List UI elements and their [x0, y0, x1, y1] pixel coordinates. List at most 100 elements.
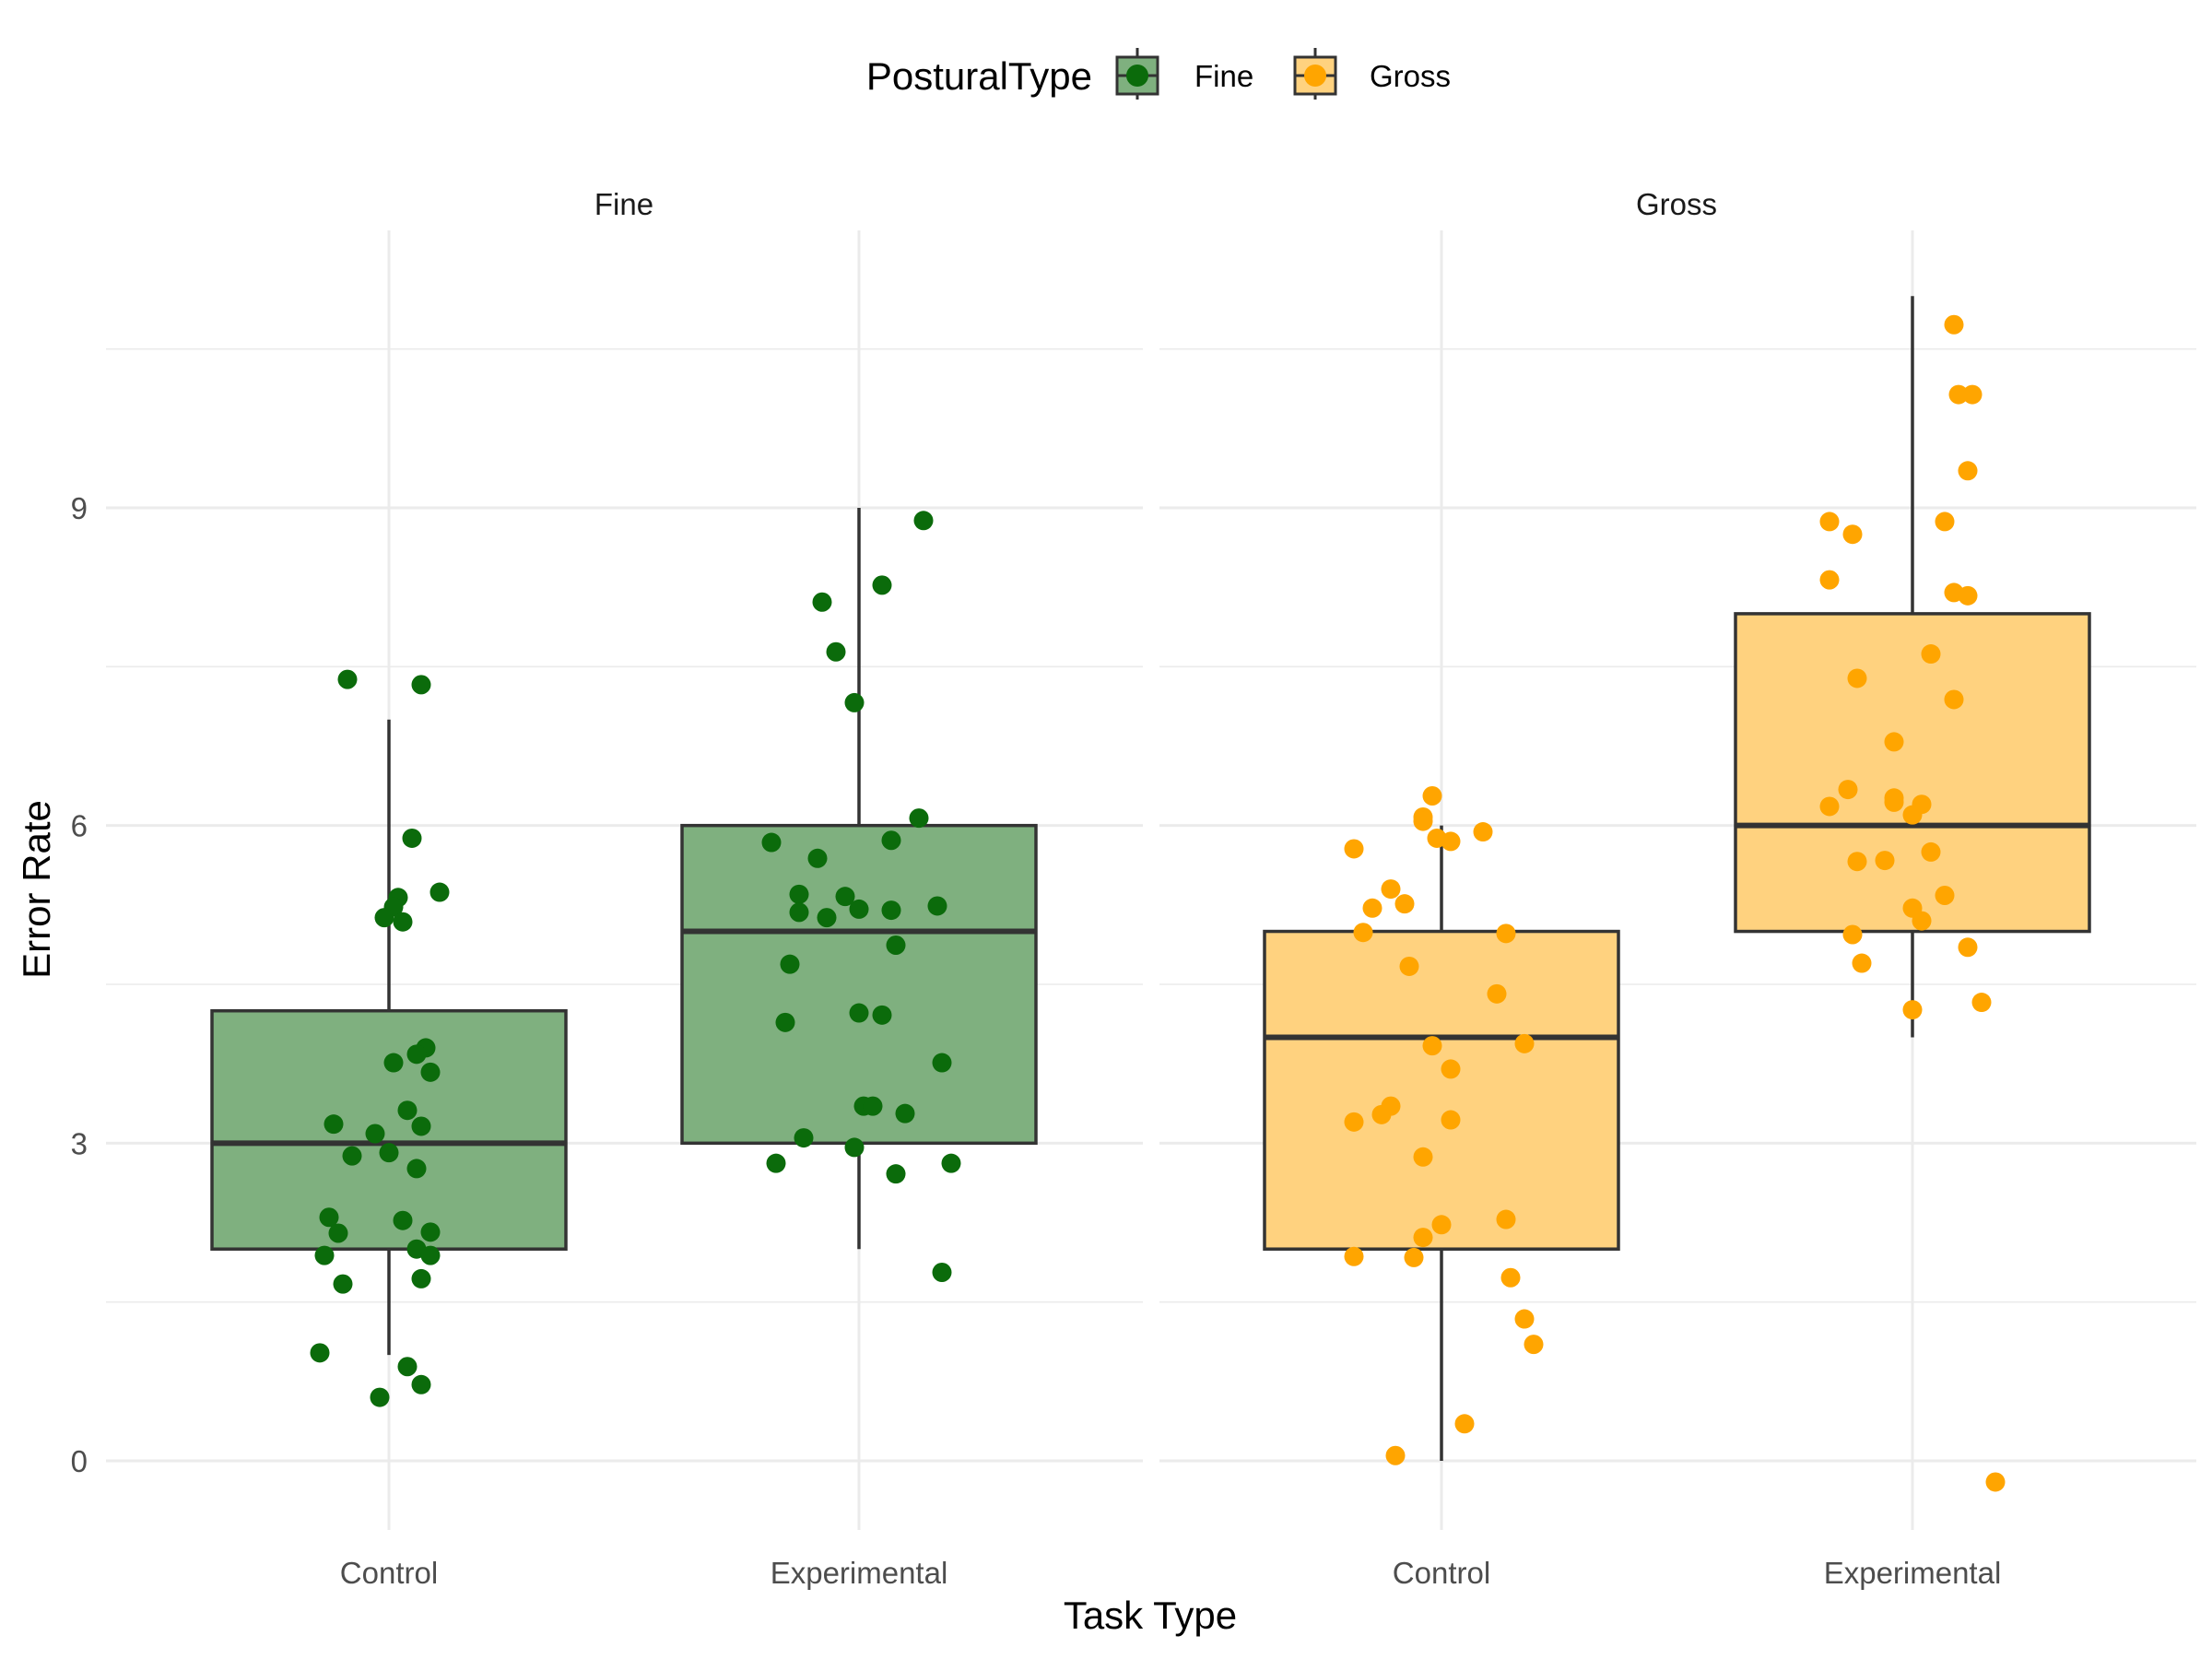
- boxes: [210, 296, 2091, 1461]
- data-point: [872, 575, 892, 595]
- data-point: [913, 511, 934, 531]
- data-point: [1500, 1267, 1521, 1288]
- data-point: [1902, 805, 1923, 825]
- data-point: [1441, 831, 1461, 852]
- data-point: [812, 592, 832, 612]
- data-point: [835, 887, 855, 907]
- data-point: [1496, 1209, 1516, 1230]
- data-point: [1884, 732, 1904, 752]
- gridlines: [106, 230, 2196, 1530]
- x-tick-label: Experimental: [771, 1556, 948, 1590]
- data-point: [1344, 839, 1364, 859]
- data-point: [383, 1053, 404, 1073]
- data-point: [1842, 524, 1863, 545]
- data-point: [932, 1053, 952, 1073]
- box-iqr: [210, 1008, 568, 1251]
- data-point: [406, 1044, 427, 1065]
- data-point: [1985, 1472, 2006, 1492]
- data-point: [881, 900, 901, 921]
- data-point: [1902, 1000, 1923, 1020]
- data-point: [1944, 689, 1964, 710]
- data-point: [789, 884, 809, 904]
- legend-key-fine: Fine: [1115, 48, 1253, 100]
- data-point: [1847, 852, 1867, 872]
- box-iqr: [680, 823, 1038, 1146]
- data-point: [844, 1137, 865, 1158]
- data-point: [1385, 1445, 1406, 1465]
- data-point: [310, 1343, 330, 1363]
- data-point: [1884, 792, 1904, 812]
- data-point: [1399, 956, 1419, 976]
- data-point: [397, 1357, 418, 1377]
- x-axis-title: Task Type: [1064, 1594, 1237, 1637]
- data-point: [420, 1062, 441, 1082]
- data-point: [1921, 841, 1941, 862]
- data-point: [1353, 923, 1373, 943]
- data-point: [379, 1143, 399, 1163]
- y-tick-labels: 0 3 6 9: [71, 491, 88, 1478]
- data-point: [849, 1003, 869, 1023]
- x-tick-label: Control: [340, 1556, 438, 1590]
- data-point: [420, 1245, 441, 1265]
- data-point: [1819, 512, 1840, 532]
- data-point: [1413, 811, 1433, 831]
- y-axis-title: Error Rate: [15, 800, 58, 979]
- data-point: [319, 1207, 339, 1228]
- data-point: [844, 692, 865, 712]
- data-point: [1842, 924, 1863, 945]
- legend-label-fine: Fine: [1194, 59, 1253, 93]
- data-point: [1852, 953, 1872, 973]
- data-point: [411, 675, 431, 695]
- data-point: [397, 1100, 418, 1121]
- data-point: [886, 1164, 906, 1184]
- data-point: [1912, 911, 1932, 931]
- data-point: [1422, 785, 1442, 806]
- data-point: [393, 1210, 413, 1230]
- data-point: [780, 954, 800, 974]
- data-point: [1371, 1104, 1392, 1124]
- data-point: [1454, 1414, 1475, 1434]
- data-point: [411, 1374, 431, 1394]
- data-point: [1838, 780, 1858, 800]
- data-point: [370, 1387, 390, 1407]
- data-point: [941, 1153, 961, 1173]
- data-point: [817, 908, 837, 928]
- data-point: [1935, 512, 1955, 532]
- data-point: [411, 1268, 431, 1288]
- data-point: [1819, 796, 1840, 817]
- legend: PosturalType Fine Gross: [866, 48, 1451, 100]
- data-point: [1496, 924, 1516, 944]
- data-point: [927, 896, 947, 916]
- data-point: [1948, 384, 1969, 405]
- data-point: [807, 848, 828, 868]
- data-point: [766, 1153, 786, 1173]
- data-point: [406, 1159, 427, 1179]
- data-point: [1962, 384, 1983, 405]
- data-point: [1944, 314, 1964, 335]
- data-point: [1514, 1309, 1535, 1329]
- data-point: [1847, 668, 1867, 688]
- data-point: [411, 1116, 431, 1136]
- data-point: [1958, 937, 1978, 958]
- data-point: [794, 1128, 814, 1148]
- data-point: [1362, 898, 1382, 918]
- data-point: [1413, 1228, 1433, 1248]
- data-point: [1344, 1112, 1364, 1132]
- data-point: [775, 1012, 795, 1032]
- data-point: [1875, 851, 1895, 871]
- data-point: [1441, 1110, 1461, 1130]
- data-point: [1958, 461, 1978, 481]
- data-point: [324, 1114, 344, 1135]
- data-point: [420, 1222, 441, 1242]
- data-point: [1431, 1215, 1452, 1235]
- x-tick-label: Control: [1393, 1556, 1490, 1590]
- legend-key-fine-point: [1126, 65, 1148, 87]
- legend-title: PosturalType: [866, 54, 1092, 98]
- legend-key-gross-point: [1304, 65, 1326, 87]
- data-point: [1422, 1036, 1442, 1056]
- data-point: [863, 1096, 883, 1116]
- data-point: [932, 1262, 952, 1282]
- data-point: [1514, 1033, 1535, 1053]
- y-tick-label: 3: [71, 1126, 88, 1160]
- data-point: [886, 935, 906, 955]
